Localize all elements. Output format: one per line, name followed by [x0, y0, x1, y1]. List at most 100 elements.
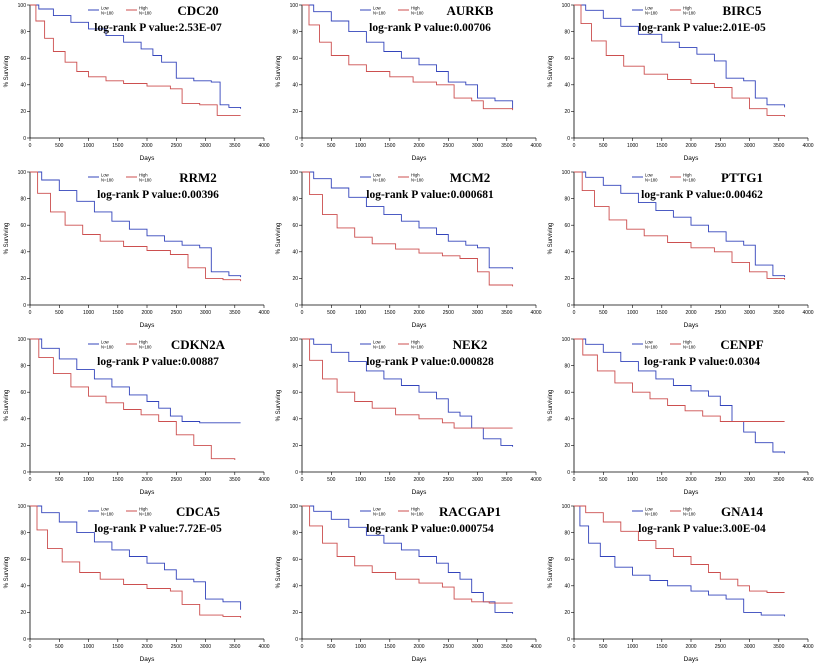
x-tick-label: 3500	[773, 143, 784, 149]
x-tick-label: 500	[327, 143, 336, 149]
x-tick-label: 3000	[200, 644, 211, 650]
y-tick-label: 40	[292, 250, 298, 256]
y-tick-label: 100	[18, 504, 27, 510]
pvalue-label: log-rank P value:0.00462	[641, 189, 763, 201]
high-curve	[302, 338, 513, 429]
y-tick-label: 100	[290, 504, 299, 510]
x-tick-label: 3500	[229, 310, 240, 316]
legend-low-n: N=180	[645, 512, 658, 517]
legend-high-label: High	[683, 173, 692, 178]
km-panel: 0 500 1000 1500 2000 2500 3000 3500 4000 0 20 40 60 8…	[0, 167, 272, 334]
x-tick-label: 4000	[258, 477, 269, 483]
legend-high-label: High	[139, 507, 148, 512]
y-tick-label: 40	[564, 417, 570, 423]
x-axis-label: Days	[412, 489, 428, 496]
y-tick-label: 60	[564, 390, 570, 396]
x-tick-label: 3500	[501, 644, 512, 650]
x-tick-label: 0	[573, 310, 576, 316]
x-tick-label: 1500	[112, 310, 123, 316]
gene-title: PTTG1	[721, 170, 763, 185]
low-curve	[574, 4, 786, 108]
x-tick-label: 2000	[141, 143, 152, 149]
x-tick-label: 3500	[501, 310, 512, 316]
x-axis-label: Days	[412, 656, 428, 663]
legend-low-label: Low	[101, 6, 110, 11]
gene-title: CDKN2A	[171, 337, 226, 352]
x-tick-label: 1500	[112, 477, 123, 483]
x-axis-label: Days	[684, 155, 700, 162]
pvalue-label: log-rank P value:3.00E-04	[638, 523, 766, 535]
y-tick-label: 100	[562, 170, 571, 176]
x-axis-label: Days	[412, 155, 428, 162]
legend-low-n: N=180	[645, 345, 658, 350]
y-tick-label: 100	[290, 337, 299, 343]
survival-plot: 0 500 1000 1500 2000 2500 3000 3500 4000 0 20 40 60 8…	[548, 3, 814, 162]
x-tick-label: 0	[29, 143, 32, 149]
y-tick-label: 20	[564, 109, 570, 115]
x-tick-label: 0	[301, 644, 304, 650]
low-curve	[30, 338, 241, 424]
legend-low-label: Low	[101, 340, 110, 345]
x-tick-label: 3000	[744, 310, 755, 316]
legend-high-n: N=180	[139, 345, 152, 350]
x-tick-label: 1000	[627, 310, 638, 316]
x-tick-label: 2000	[141, 477, 152, 483]
legend-low-label: Low	[645, 340, 654, 345]
high-curve	[574, 505, 785, 593]
x-tick-label: 4000	[530, 310, 541, 316]
legend-high-n: N=180	[139, 512, 152, 517]
x-tick-label: 1500	[384, 143, 395, 149]
x-axis-label: Days	[684, 489, 700, 496]
gene-title: RRM2	[179, 170, 217, 185]
y-axis-label: % Surviving	[548, 56, 554, 88]
legend-high-n: N=180	[411, 512, 424, 517]
x-tick-label: 2500	[443, 310, 454, 316]
x-tick-label: 3500	[501, 143, 512, 149]
x-tick-label: 1000	[355, 143, 366, 149]
gene-title: AURKB	[447, 3, 494, 18]
x-tick-label: 2500	[171, 143, 182, 149]
legend-low-n: N=180	[645, 11, 658, 16]
x-tick-label: 2500	[443, 143, 454, 149]
x-tick-label: 0	[301, 477, 304, 483]
legend-high-n: N=180	[411, 178, 424, 183]
y-tick-label: 100	[18, 170, 27, 176]
km-panel: 0 500 1000 1500 2000 2500 3000 3500 4000 0 20 40 60 8…	[544, 334, 816, 501]
legend-low-n: N=180	[373, 11, 386, 16]
legend-high-label: High	[411, 173, 420, 178]
y-tick-label: 80	[292, 196, 298, 202]
pvalue-label: log-rank P value:0.000828	[366, 356, 494, 368]
x-tick-label: 500	[599, 143, 608, 149]
x-tick-label: 4000	[530, 477, 541, 483]
pvalue-label: log-rank P value:0.00396	[97, 189, 219, 201]
y-tick-label: 80	[564, 530, 570, 536]
y-tick-label: 0	[23, 470, 26, 476]
legend-low-n: N=180	[101, 11, 114, 16]
y-tick-label: 20	[292, 109, 298, 115]
x-tick-label: 500	[599, 644, 608, 650]
x-tick-label: 500	[327, 310, 336, 316]
legend-high-label: High	[683, 6, 692, 11]
legend-low-label: Low	[373, 173, 382, 178]
y-tick-label: 100	[290, 170, 299, 176]
x-axis-label: Days	[684, 656, 700, 663]
y-tick-label: 40	[564, 584, 570, 590]
y-tick-label: 80	[292, 530, 298, 536]
survival-plot: 0 500 1000 1500 2000 2500 3000 3500 4000 0 20 40 60 8…	[548, 170, 814, 329]
km-panel: 0 500 1000 1500 2000 2500 3000 3500 4000 0 20 40 60 8…	[544, 501, 816, 668]
legend-high-label: High	[683, 507, 692, 512]
y-axis-label: % Surviving	[548, 557, 554, 589]
low-curve	[574, 338, 786, 454]
survival-plot: 0 500 1000 1500 2000 2500 3000 3500 4000 0 20 40 60 8…	[276, 504, 542, 663]
legend-high-label: High	[411, 6, 420, 11]
y-tick-label: 0	[567, 637, 570, 643]
x-tick-label: 0	[573, 143, 576, 149]
x-tick-label: 3500	[501, 477, 512, 483]
y-axis-label: % Surviving	[276, 56, 282, 88]
legend-high-n: N=180	[683, 512, 696, 517]
x-tick-label: 4000	[530, 143, 541, 149]
x-tick-label: 500	[55, 477, 64, 483]
y-tick-label: 80	[292, 363, 298, 369]
survival-plot: 0 500 1000 1500 2000 2500 3000 3500 4000 0 20 40 60 8…	[276, 3, 542, 162]
y-tick-label: 20	[20, 443, 26, 449]
